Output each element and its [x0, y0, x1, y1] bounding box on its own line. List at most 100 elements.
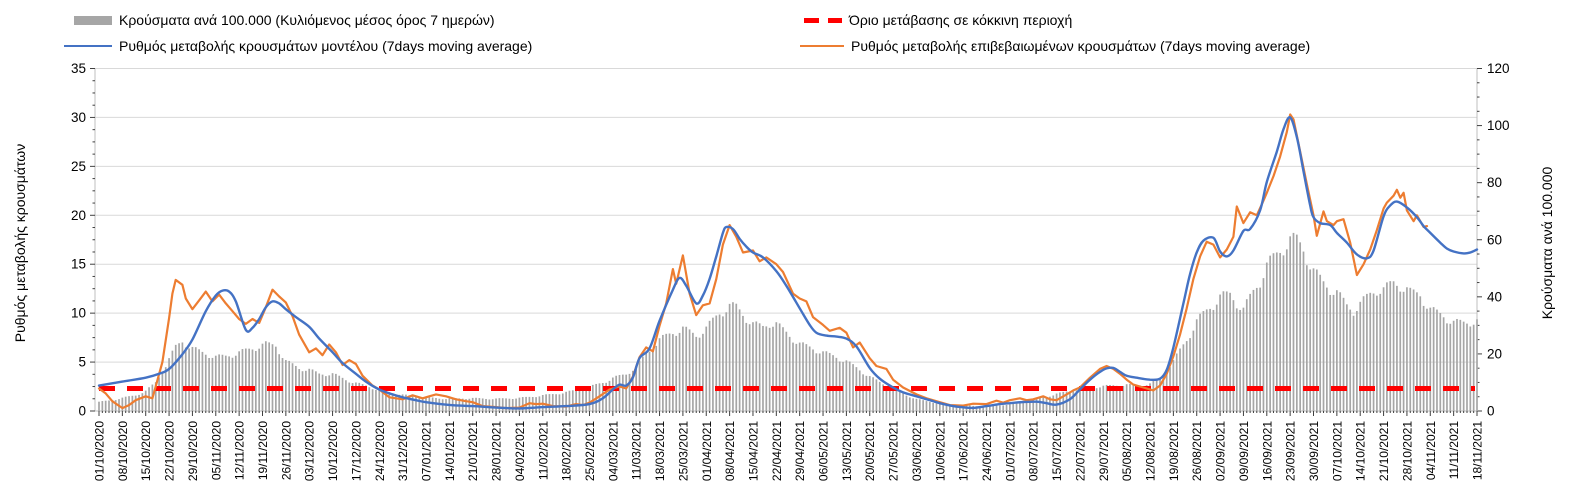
x-tick-label: 08/04/2021 [723, 421, 737, 481]
bar [832, 355, 834, 411]
bar [1459, 319, 1462, 411]
bar [1179, 348, 1181, 411]
bar [1199, 313, 1201, 411]
bar [1396, 285, 1398, 411]
bar [188, 348, 190, 411]
bar [808, 346, 811, 411]
bar [1019, 402, 1021, 411]
x-tick-label: 14/01/2021 [443, 421, 457, 481]
bar [501, 398, 504, 411]
bar [648, 351, 651, 411]
bar [1309, 269, 1312, 411]
x-tick-label: 15/04/2021 [746, 421, 760, 481]
bar [608, 380, 611, 411]
bar [398, 394, 401, 411]
bar [101, 401, 104, 411]
bar [1262, 278, 1265, 411]
legend-label: Όριο μετάβασης σε κόκκινη περιοχή [849, 12, 1073, 28]
bar [1342, 297, 1345, 411]
bar [682, 326, 684, 411]
bar [381, 390, 384, 411]
bar [1299, 242, 1302, 411]
bar [1099, 387, 1101, 411]
bar [568, 390, 571, 411]
x-tick-label: 19/11/2020 [256, 421, 270, 480]
bar [108, 400, 110, 411]
bar [912, 398, 914, 411]
bar [618, 374, 621, 411]
bar [1079, 388, 1081, 411]
bar [828, 352, 831, 411]
x-tick-label: 06/05/2021 [817, 421, 831, 481]
y-tick-label: 80 [1487, 175, 1502, 190]
bar [231, 357, 234, 411]
bar [421, 397, 424, 411]
bar [161, 373, 164, 411]
bar [168, 358, 170, 411]
bar [1022, 402, 1025, 411]
x-tick-label: 17/12/2020 [349, 421, 363, 481]
bar [1002, 405, 1005, 411]
x-tick-label: 12/11/2020 [233, 421, 247, 480]
bar [204, 354, 207, 411]
bar [1145, 385, 1148, 411]
bar [178, 343, 180, 411]
bar [1449, 323, 1452, 411]
bar [1295, 234, 1298, 411]
bar [411, 396, 414, 411]
bar [1329, 294, 1332, 411]
bar [581, 390, 584, 411]
bar [114, 400, 117, 411]
bar [218, 354, 220, 411]
bar [361, 384, 364, 411]
bar [548, 394, 551, 411]
bar [788, 336, 791, 411]
bar [852, 364, 854, 411]
bar [1212, 309, 1215, 411]
bar [345, 380, 347, 411]
bar [1159, 377, 1161, 411]
x-tick-label: 21/10/2021 [1377, 421, 1391, 481]
x-tick-label: 05/11/2020 [209, 421, 223, 480]
bar [268, 342, 271, 411]
bar [1085, 387, 1088, 411]
bar [1139, 385, 1141, 411]
y-tick-label: 30 [71, 110, 86, 125]
bar [675, 335, 678, 411]
bar [144, 390, 147, 411]
bar [1469, 326, 1472, 411]
bar [715, 315, 718, 411]
bar [365, 385, 367, 411]
bar [802, 342, 804, 411]
bar [732, 302, 734, 411]
bar [338, 375, 341, 411]
x-tick-label: 26/11/2020 [279, 421, 293, 480]
left-axis-tick-labels: 0 5 10 15 20 25 30 35 [71, 61, 86, 419]
bar [1336, 290, 1338, 411]
bar [652, 350, 654, 411]
bar [371, 389, 374, 411]
bar [905, 395, 908, 411]
bar [848, 361, 851, 411]
bar [885, 387, 888, 411]
bar [588, 386, 591, 411]
bar [1039, 397, 1041, 411]
x-tick-label: 29/10/2020 [186, 421, 200, 481]
bar [291, 363, 294, 411]
bar [1275, 252, 1278, 411]
bar [208, 358, 210, 411]
bar [1346, 304, 1348, 411]
bar [678, 332, 681, 411]
bar [922, 400, 924, 411]
x-tick-label: 18/11/2021 [1471, 421, 1485, 480]
bar [158, 377, 160, 411]
bar [1382, 287, 1385, 411]
bar [1289, 236, 1292, 411]
bar [248, 348, 250, 411]
bar [241, 349, 244, 411]
x-tick-label: 04/03/2021 [606, 421, 620, 481]
y-tick-label: 20 [1487, 346, 1502, 361]
bar [545, 394, 547, 411]
bar [1446, 323, 1448, 411]
bar [772, 326, 774, 411]
